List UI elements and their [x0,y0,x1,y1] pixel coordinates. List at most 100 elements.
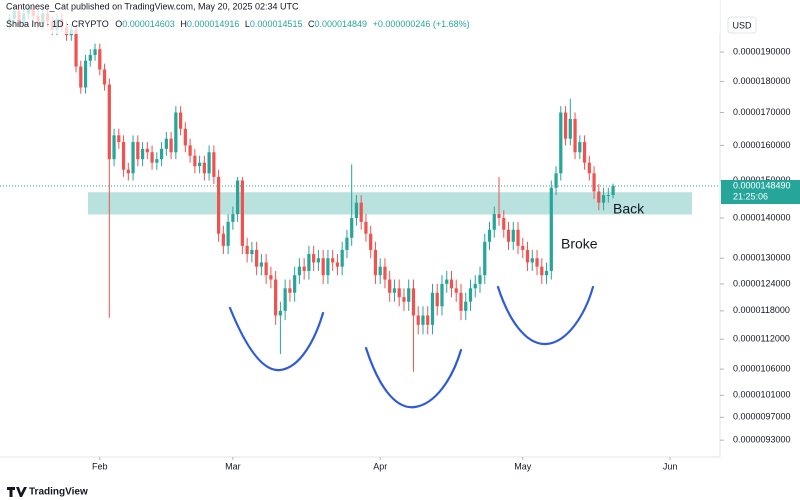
y-tick-label: 0.0000124000 [733,278,791,288]
candle-body [587,162,591,174]
y-tick-label: 0.0000150000 [733,175,791,185]
candle-body [255,249,259,267]
ohlc-value: 0.000014849 [315,19,368,29]
candle-body [202,162,206,174]
author-line: Cantonese_Cat published on TradingView.c… [6,1,299,11]
plot-area [0,2,720,372]
y-tick-label: 0.0000140000 [733,212,791,222]
currency: USD [732,20,752,30]
y-tick-label: 0.0000160000 [733,140,791,150]
change: +0.000000246 (+1.68%) [373,19,470,29]
candle-body [212,152,216,177]
last-price-label: 0.0000148490 [733,180,791,190]
candle-body [497,214,501,218]
candle-body [245,245,249,255]
candle-body [582,142,587,163]
candle-body [464,301,468,311]
countdown: 21:25:06 [733,191,768,201]
candle-body [530,258,534,263]
candle-body [511,229,515,242]
candle-body [231,214,235,222]
candle-body [449,279,454,289]
candle-body [397,288,401,298]
candle-body [454,288,458,293]
y-tick-label: 0.0000093000 [733,435,791,445]
head-curve [364,346,463,409]
candle-body [554,173,558,188]
candle-body [326,258,330,276]
candle-body [221,233,225,246]
ohlc-field: C [308,19,315,29]
symbol-legend: Shiba Inu · 1D · CRYPTO O0.000014603 H0.… [6,19,470,29]
candle-body [297,266,302,276]
annotation: Broke [561,236,598,252]
y-tick-label: 0.0000097000 [733,412,791,422]
candle-body [392,288,397,293]
candle-body [236,180,240,215]
candle-body [98,49,102,70]
brand-icon [7,487,27,497]
brand-logo: TradingView [7,487,88,498]
candle-body [178,112,183,129]
candle-body [145,148,149,153]
candle-body [359,202,363,222]
candle-body [378,266,382,276]
candle-body [601,195,606,203]
header-backdrop [0,0,720,34]
candle-body [216,176,221,234]
candle-body [226,221,230,246]
candle-body [250,249,254,255]
candle-body [340,249,344,267]
candle-body [259,262,264,267]
candle-body [468,288,473,302]
candle-body [197,162,202,167]
candle-body [445,279,449,284]
candle-body [430,292,435,325]
y-tick-label: 0.0000106000 [733,363,791,373]
candle-body [155,159,159,163]
candle-body [293,275,297,293]
candle-body [435,292,439,307]
candle-body [288,288,292,293]
candle-body [388,279,392,293]
candle-body [525,249,530,263]
candle-body [307,254,311,271]
candle-body [421,315,425,325]
candle-body [544,270,549,276]
candle-body [274,279,278,316]
candle-body [483,241,487,276]
x-tick-label: Feb [92,461,108,471]
candle-body [140,148,145,160]
candle-body [112,135,116,160]
ohlc-value: 0.000014515 [250,19,303,29]
candle-body [207,152,211,174]
x-tick-label: Mar [225,461,241,471]
candle-body [174,112,178,153]
candle-body [459,292,463,311]
brand: TradingView [29,487,88,498]
candle-body [549,187,553,271]
y-tick-label: 0.0000112000 [733,334,790,344]
candle-body [131,142,135,174]
candle-body [102,69,107,85]
candle-body [573,118,577,153]
candle-body [164,138,168,149]
candle-body [264,262,268,276]
candle-body [79,66,83,88]
ohlc-field: O [115,19,122,29]
left-shoulder-curve [228,306,325,372]
x-tick-label: Jun [663,461,678,471]
candle-body [402,297,406,302]
support-zone [88,192,692,215]
ohlc-value: 0.000014603 [122,19,175,29]
candle-body [597,191,601,203]
candle-body [563,112,568,139]
candle-body [440,283,444,307]
ohlc-value: 0.000014916 [187,19,240,29]
candle-body [316,258,321,263]
candle-body [411,288,416,316]
y-tick-label: 0.0000118000 [733,305,790,315]
y-tick-label: 0.0000170000 [733,107,791,117]
candle-body [240,180,244,246]
